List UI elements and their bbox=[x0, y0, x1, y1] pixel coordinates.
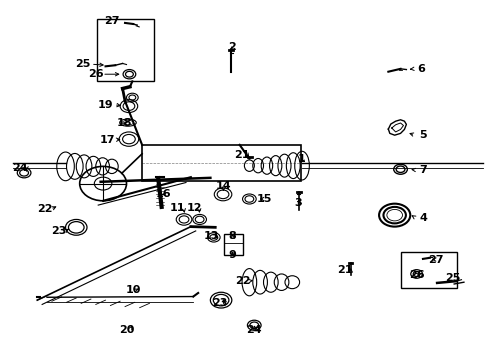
Text: 12: 12 bbox=[186, 203, 202, 213]
Text: 21: 21 bbox=[233, 150, 249, 160]
Text: 6: 6 bbox=[416, 64, 424, 74]
Text: 26: 26 bbox=[88, 69, 103, 79]
Text: 4: 4 bbox=[418, 213, 426, 222]
Text: 16: 16 bbox=[156, 189, 171, 199]
Text: 8: 8 bbox=[227, 231, 235, 240]
Text: 23: 23 bbox=[211, 298, 227, 308]
Text: 22: 22 bbox=[235, 276, 250, 286]
Text: 13: 13 bbox=[203, 231, 219, 240]
Text: 24: 24 bbox=[245, 325, 261, 334]
Text: 14: 14 bbox=[215, 181, 230, 191]
Text: 26: 26 bbox=[408, 270, 424, 280]
Text: 9: 9 bbox=[227, 250, 235, 260]
Text: 15: 15 bbox=[256, 194, 271, 204]
Text: 19: 19 bbox=[98, 100, 113, 110]
Text: 25: 25 bbox=[445, 273, 460, 283]
Text: 7: 7 bbox=[418, 165, 426, 175]
Text: 2: 2 bbox=[228, 42, 236, 52]
Text: 21: 21 bbox=[337, 265, 352, 275]
Bar bbox=[224, 234, 242, 255]
Text: 24: 24 bbox=[12, 163, 28, 173]
Bar bbox=[400, 252, 456, 288]
Bar bbox=[97, 19, 154, 81]
Text: 27: 27 bbox=[427, 255, 443, 265]
Text: 20: 20 bbox=[119, 325, 134, 335]
Text: 27: 27 bbox=[104, 16, 120, 26]
Text: 11: 11 bbox=[170, 203, 185, 213]
Text: 10: 10 bbox=[125, 285, 141, 296]
Text: 25: 25 bbox=[75, 59, 90, 69]
Text: 23: 23 bbox=[51, 226, 67, 236]
Text: 18: 18 bbox=[117, 118, 132, 128]
Text: 3: 3 bbox=[294, 198, 302, 208]
Text: 17: 17 bbox=[99, 135, 115, 145]
Text: 5: 5 bbox=[418, 130, 426, 140]
Text: 22: 22 bbox=[37, 204, 52, 215]
Bar bbox=[142, 145, 300, 181]
Text: 1: 1 bbox=[297, 154, 305, 164]
